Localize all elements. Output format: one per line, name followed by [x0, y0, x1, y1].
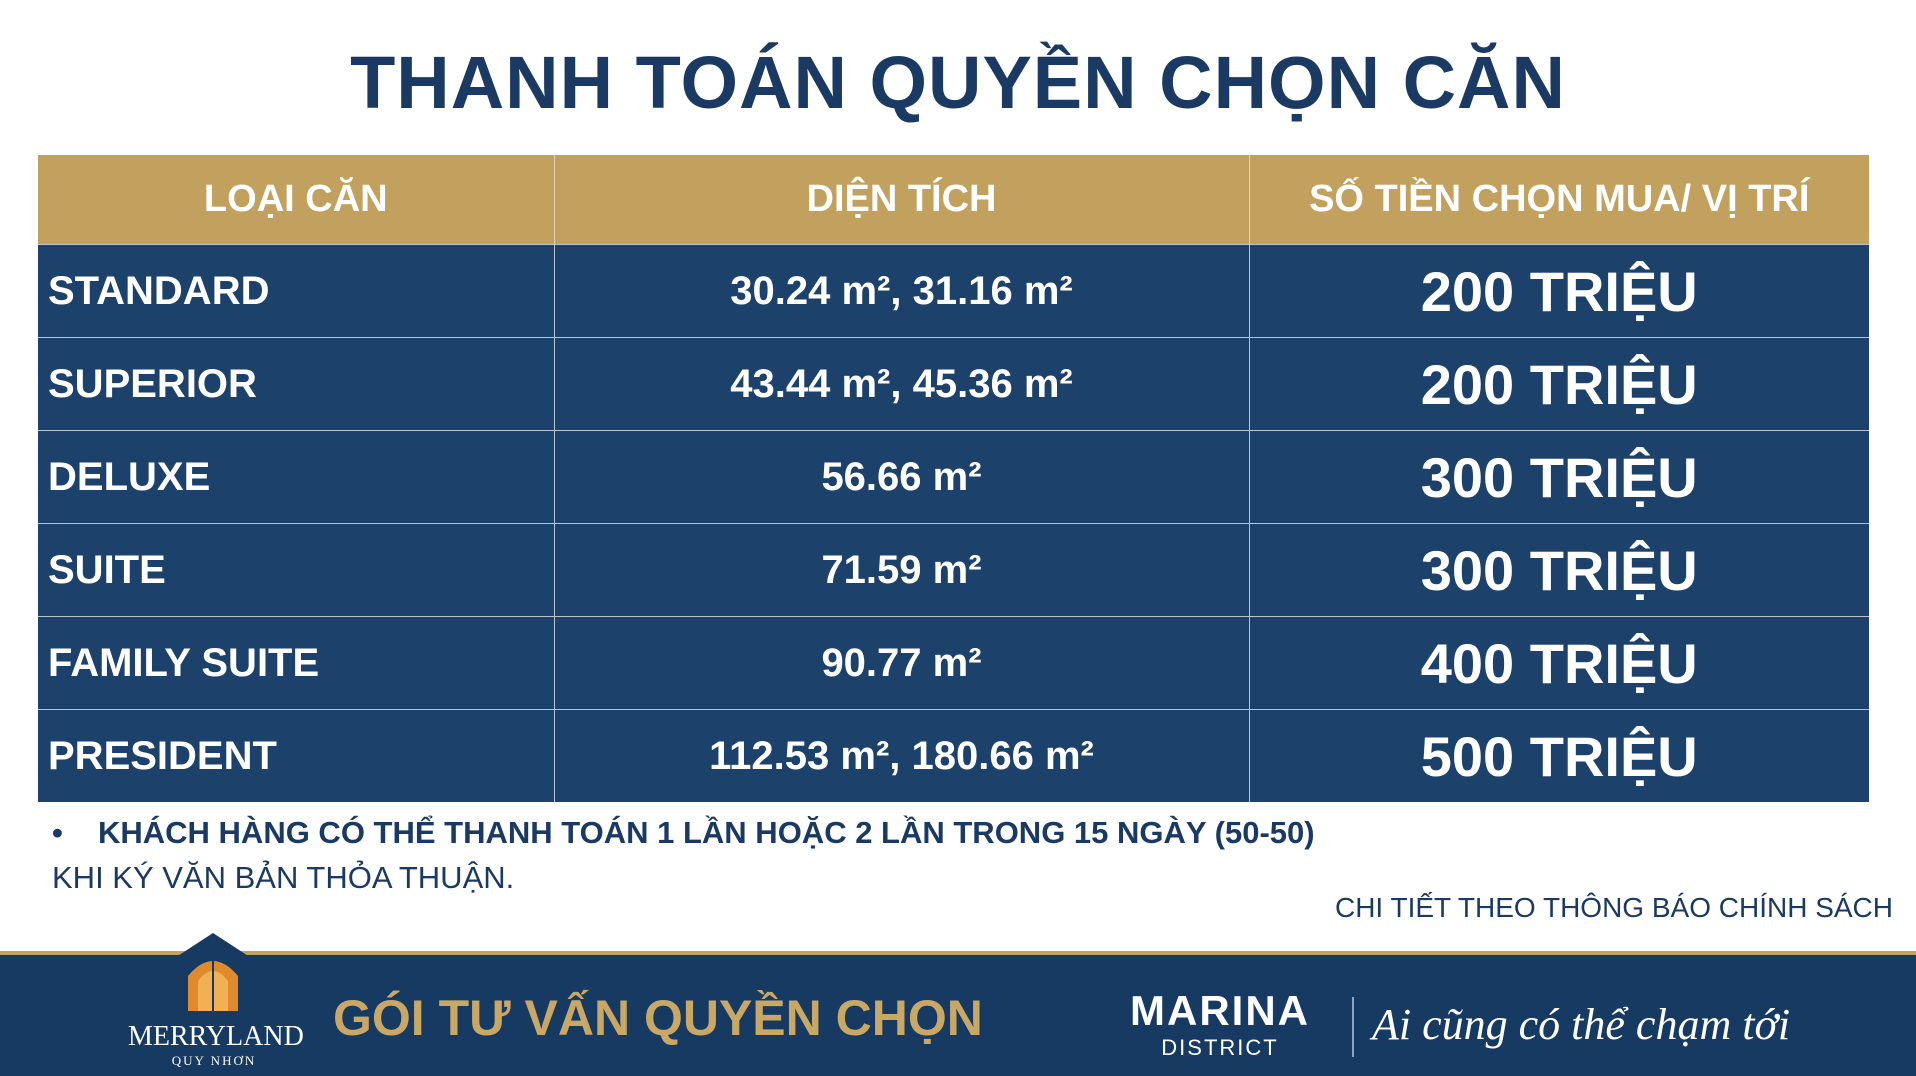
- brand: MERRYLAND: [128, 1021, 304, 1052]
- table-cell: 43.44 m², 45.36 m²: [554, 337, 1250, 431]
- table-row: PRESIDENT 112.53 m², 180.66 m² 500 TRIỆU: [38, 709, 1869, 802]
- table-row: SUITE 71.59 m² 300 TRIỆU: [38, 523, 1869, 617]
- header-cell: LOẠI CĂN: [38, 155, 555, 245]
- table-cell: 200 TRIỆU: [1249, 244, 1869, 338]
- logo-icon: [170, 933, 256, 1011]
- detail-note: CHI TIẾT THEO THÔNG BÁO CHÍNH SÁCH: [1334, 892, 1893, 923]
- price-table: LOẠI CĂN DIỆN TÍCH SỐ TIỀN CHỌN MUA/ VỊ TR…: [38, 155, 1869, 802]
- note-continuation: KHI KÝ VĂN BẢN THỎA THUẬN.: [52, 860, 515, 895]
- table-body: STANDARD 30.24 m², 31.16 m² 200 TRIỆU SUPER…: [38, 244, 1869, 802]
- table-cell: 90.77 m²: [554, 616, 1250, 710]
- table-cell: 300 TRIỆU: [1249, 523, 1869, 617]
- brand-sub: QUY NHƠN: [171, 1053, 257, 1068]
- table-row: FAMILY SUITE 90.77 m² 400 TRIỆU: [38, 616, 1869, 710]
- header-cell: SỐ TIỀN CHỌN MUA/ VỊ TRÍ: [1249, 155, 1869, 245]
- district: MARINA: [1130, 987, 1310, 1034]
- footer: MERRYLAND QUY NHƠN GÓI TƯ VẤN QUYỀN CHỌN…: [0, 933, 1916, 1076]
- table-cell: SUPERIOR: [38, 337, 555, 431]
- note: • KHÁCH HÀNG CÓ THỂ THANH TOÁN 1 LẦN HOẶC…: [52, 815, 1315, 851]
- table-cell: 71.59 m²: [554, 523, 1250, 617]
- table-cell: 30.24 m², 31.16 m²: [554, 244, 1250, 338]
- district-sub: DISTRICT: [1161, 1035, 1279, 1060]
- table-cell: PRESIDENT: [38, 709, 555, 802]
- table-cell: 300 TRIỆU: [1249, 430, 1869, 524]
- header-row: LOẠI CĂN DIỆN TÍCH SỐ TIỀN CHỌN MUA/ VỊ TR…: [38, 155, 1869, 245]
- separator: [1352, 997, 1354, 1057]
- title: THANH TOÁN QUYỀN CHỌN CĂN: [350, 41, 1566, 124]
- slogan: GÓI TƯ VẤN QUYỀN CHỌN: [333, 990, 983, 1046]
- note-text: KHÁCH HÀNG CÓ THỂ THANH TOÁN 1 LẦN HOẶC …: [98, 815, 1315, 850]
- table-row: STANDARD 30.24 m², 31.16 m² 200 TRIỆU: [38, 244, 1869, 338]
- bullet: •: [52, 815, 63, 850]
- table-cell: DELUXE: [38, 430, 555, 524]
- table-row: SUPERIOR 43.44 m², 45.36 m² 200 TRIỆU: [38, 337, 1869, 431]
- table-cell: SUITE: [38, 523, 555, 617]
- table-cell: 112.53 m², 180.66 m²: [554, 709, 1250, 802]
- table-cell: FAMILY SUITE: [38, 616, 555, 710]
- table-row: DELUXE 56.66 m² 300 TRIỆU: [38, 430, 1869, 524]
- table-cell: 400 TRIỆU: [1249, 616, 1869, 710]
- table-cell: 500 TRIỆU: [1249, 709, 1869, 802]
- table-cell: 56.66 m²: [554, 430, 1250, 524]
- header-cell: DIỆN TÍCH: [554, 155, 1250, 245]
- table-cell: 200 TRIỆU: [1249, 337, 1869, 431]
- tagline: Ai cũng có thể chạm tới: [1372, 1000, 1791, 1049]
- table-cell: STANDARD: [38, 244, 555, 338]
